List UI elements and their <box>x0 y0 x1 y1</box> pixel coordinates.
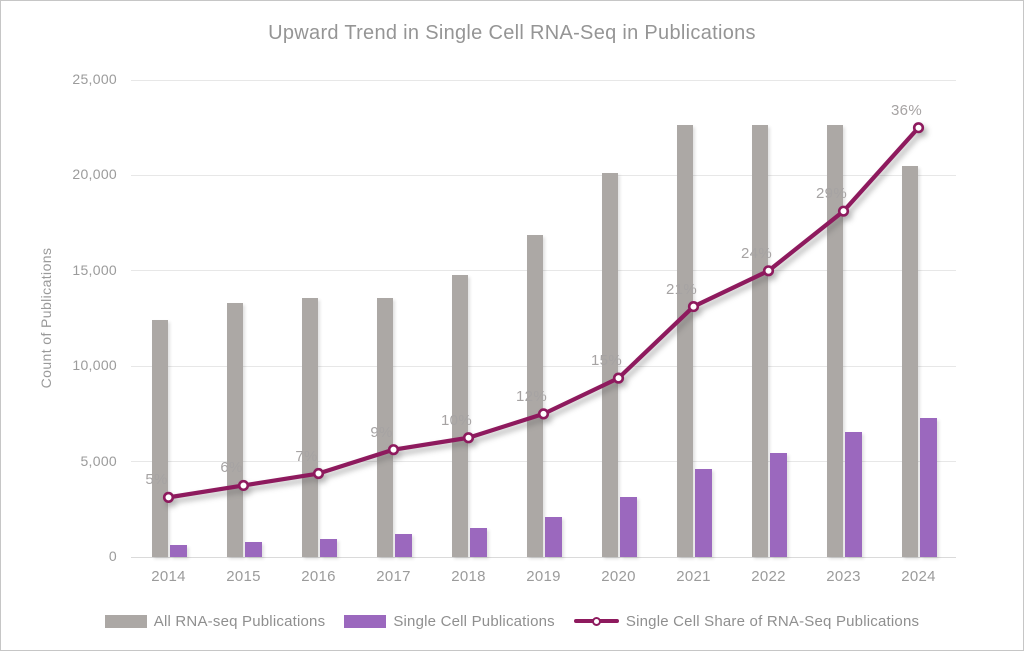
all-rnaseq-bar-2016 <box>301 298 318 557</box>
share-data-label-2018: 10% <box>441 411 472 429</box>
single-cell-bar-2018 <box>469 528 487 557</box>
single-cell-bar-2017 <box>394 534 412 557</box>
share-marker-2016 <box>312 467 325 480</box>
y-tick-label: 25,000 <box>72 71 117 87</box>
legend-item: All RNA-seq Publications <box>104 612 326 630</box>
single-cell-bar-2019 <box>544 516 562 557</box>
x-axis-label-2020: 2020 <box>601 568 636 585</box>
gridline <box>131 79 956 81</box>
single-cell-bar-2024 <box>919 417 937 557</box>
legend: All RNA-seq Publications Single Cell Publ… <box>1 607 1023 635</box>
share-line-series <box>162 122 925 503</box>
all-rnaseq-bar-2015 <box>226 303 243 557</box>
single-cell-bar-2014 <box>169 544 187 557</box>
share-marker-2020 <box>612 372 625 384</box>
all-rnaseq-bar-2018 <box>451 274 468 557</box>
legend-line-swatch-icon <box>573 616 619 626</box>
share-data-label-2016: 7% <box>295 447 318 465</box>
share-marker-2024 <box>912 122 925 134</box>
all-rnaseq-bar-2020 <box>601 173 618 557</box>
share-data-label-2021: 21% <box>666 280 697 298</box>
share-data-label-2017: 9% <box>370 423 393 441</box>
share-data-label-2019: 12% <box>516 387 547 405</box>
legend-label: Single Cell Share of RNA-Seq Publication… <box>625 612 920 630</box>
all-rnaseq-bar-2023 <box>826 124 843 557</box>
single-cell-bar-2021 <box>694 469 712 557</box>
legend-item: Single Cell Share of RNA-Seq Publication… <box>573 612 920 630</box>
share-data-label-2020: 15% <box>591 352 622 370</box>
all-rnaseq-bar-2022 <box>751 124 768 557</box>
share-data-label-2015: 6% <box>220 459 243 477</box>
share-marker-2021 <box>687 300 700 313</box>
x-axis-label-2018: 2018 <box>451 568 486 585</box>
share-marker-2014 <box>162 491 175 503</box>
x-axis-label-2022: 2022 <box>751 568 786 585</box>
y-tick-label: 15,000 <box>72 261 117 278</box>
single-cell-bar-2020 <box>619 496 637 557</box>
gridline <box>131 270 956 272</box>
gridline <box>131 174 956 176</box>
x-axis-label-2017: 2017 <box>376 568 411 585</box>
share-marker-2022 <box>762 265 775 277</box>
y-axis-title: Count of Publications <box>38 247 54 389</box>
legend-label: All RNA-seq Publications <box>153 612 326 630</box>
single-cell-bar-2022 <box>769 453 787 557</box>
legend-bar-swatch-icon <box>344 614 387 628</box>
y-tick-label: 5,000 <box>80 452 117 469</box>
x-axis-line <box>131 556 956 558</box>
share-marker-2019 <box>537 408 550 420</box>
y-tick-label: 10,000 <box>72 357 117 374</box>
share-line <box>166 125 921 500</box>
all-rnaseq-bar-2017 <box>376 297 393 557</box>
share-data-label-2023: 29% <box>816 185 847 203</box>
share-data-label-2014: 5% <box>145 471 168 489</box>
single-cell-bar-2016 <box>319 538 337 557</box>
y-tick-label: 0 <box>108 548 117 564</box>
gridline <box>131 461 956 463</box>
gridline <box>131 365 956 367</box>
x-axis-label-2016: 2016 <box>301 568 336 585</box>
share-marker-2015 <box>237 479 250 492</box>
share-marker-2018 <box>462 432 475 444</box>
x-axis-label-2023: 2023 <box>826 568 861 585</box>
x-axis-label-2021: 2021 <box>676 568 711 585</box>
all-rnaseq-bar-2019 <box>526 234 543 557</box>
single-cell-bar-2023 <box>844 432 862 557</box>
legend-bar-swatch-icon <box>104 614 147 628</box>
chart-title: Upward Trend in Single Cell RNA-Seq in P… <box>268 22 756 44</box>
legend-label: Single Cell Publications <box>393 612 555 630</box>
share-data-label-2022: 24% <box>741 244 772 262</box>
x-axis-label-2019: 2019 <box>526 568 561 585</box>
x-axis-label-2014: 2014 <box>151 568 186 585</box>
x-axis-label-2015: 2015 <box>226 568 261 585</box>
x-axis-label-2024: 2024 <box>901 568 936 585</box>
legend-marker-icon <box>591 616 601 626</box>
single-cell-bar-2015 <box>244 541 262 557</box>
share-marker-2017 <box>387 444 400 456</box>
y-tick-label: 20,000 <box>72 166 117 183</box>
all-rnaseq-bar-2024 <box>901 165 918 557</box>
legend-item: Single Cell Publications <box>344 613 555 630</box>
share-marker-2023 <box>837 205 850 217</box>
all-rnaseq-bar-2021 <box>676 124 693 557</box>
share-data-label-2024: 36% <box>891 101 922 119</box>
